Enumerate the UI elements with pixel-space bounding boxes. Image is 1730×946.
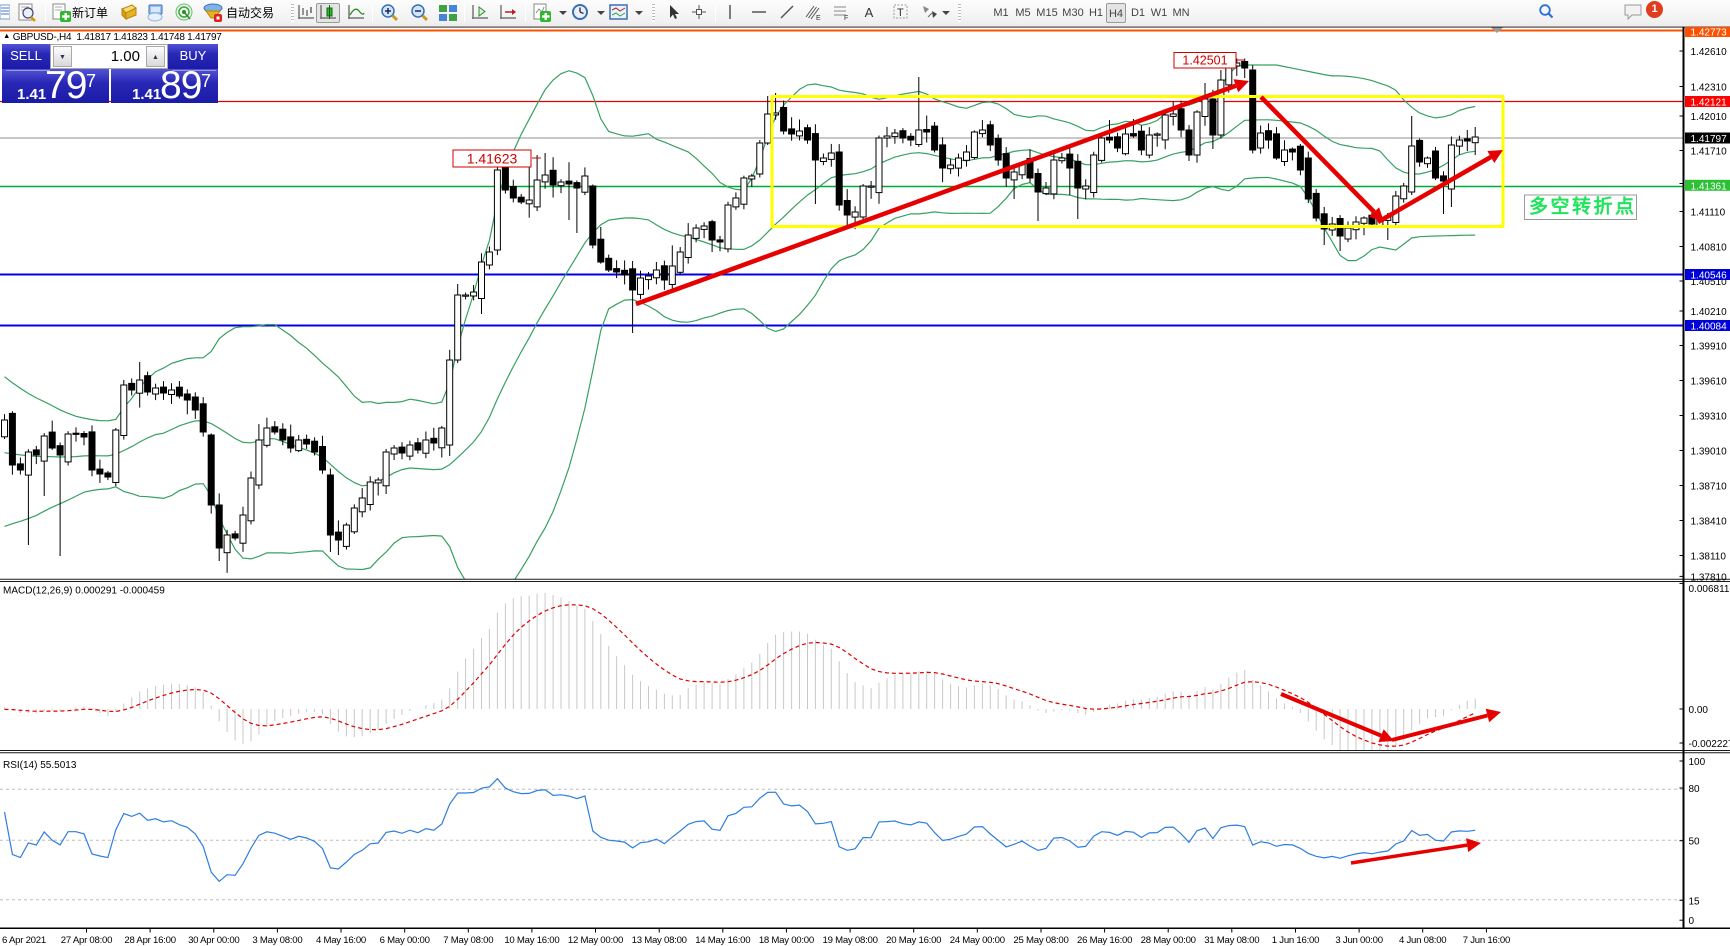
svg-text:1.38710: 1.38710 <box>1691 482 1728 493</box>
svg-text:25 May 08:00: 25 May 08:00 <box>1013 935 1068 946</box>
svg-text:F: F <box>844 15 848 22</box>
svg-text:1 Jun 16:00: 1 Jun 16:00 <box>1272 935 1319 946</box>
svg-text:26 May 16:00: 26 May 16:00 <box>1077 935 1132 946</box>
svg-text:20 May 16:00: 20 May 16:00 <box>886 935 941 946</box>
svg-text:19 May 08:00: 19 May 08:00 <box>823 935 878 946</box>
svg-text:1.38410: 1.38410 <box>1691 517 1728 528</box>
svg-text:1.39910: 1.39910 <box>1691 342 1728 353</box>
svg-text:4 May 16:00: 4 May 16:00 <box>316 935 366 946</box>
svg-text:1.38110: 1.38110 <box>1691 552 1727 563</box>
svg-text:1.41710: 1.41710 <box>1691 147 1728 158</box>
svg-text:1.42610: 1.42610 <box>1691 47 1728 58</box>
svg-text:100: 100 <box>1689 757 1706 768</box>
svg-text:50: 50 <box>1689 837 1701 848</box>
svg-text:MACD(12,26,9) 0.000291 -0.0004: MACD(12,26,9) 0.000291 -0.000459 <box>3 586 165 597</box>
svg-text:多空转折点: 多空转折点 <box>1529 195 1637 218</box>
svg-text:1.42121: 1.42121 <box>1691 98 1728 109</box>
svg-text:28 May 00:00: 28 May 00:00 <box>1141 935 1196 946</box>
svg-text:3 May 08:00: 3 May 08:00 <box>252 935 302 946</box>
svg-text:14 May 16:00: 14 May 16:00 <box>695 935 750 946</box>
svg-text:RSI(14) 55.5013: RSI(14) 55.5013 <box>3 760 77 771</box>
svg-text:24 May 00:00: 24 May 00:00 <box>950 935 1005 946</box>
svg-text:1.40084: 1.40084 <box>1691 322 1728 333</box>
svg-text:1.42010: 1.42010 <box>1691 112 1728 123</box>
svg-text:-0.002227: -0.002227 <box>1689 739 1730 750</box>
svg-text:1.40510: 1.40510 <box>1691 277 1728 288</box>
svg-text:18 May 00:00: 18 May 00:00 <box>759 935 814 946</box>
svg-text:1.39310: 1.39310 <box>1691 412 1728 423</box>
svg-text:E: E <box>816 15 821 22</box>
svg-text:6 Apr 2021: 6 Apr 2021 <box>2 935 46 946</box>
svg-text:1.42310: 1.42310 <box>1691 83 1728 94</box>
svg-text:1.39010: 1.39010 <box>1691 447 1728 458</box>
svg-text:27 Apr 08:00: 27 Apr 08:00 <box>61 935 112 946</box>
svg-text:7 Jun 16:00: 7 Jun 16:00 <box>1463 935 1510 946</box>
svg-text:10 May 16:00: 10 May 16:00 <box>504 935 559 946</box>
svg-text:1.39610: 1.39610 <box>1691 377 1728 388</box>
svg-text:1.41110: 1.41110 <box>1691 208 1726 219</box>
svg-text:1.41623: 1.41623 <box>467 151 518 167</box>
svg-text:0.006811: 0.006811 <box>1689 584 1730 595</box>
svg-text:0: 0 <box>1689 916 1695 927</box>
svg-text:6 May 00:00: 6 May 00:00 <box>380 935 430 946</box>
svg-text:28 Apr 16:00: 28 Apr 16:00 <box>124 935 175 946</box>
svg-text:1.40810: 1.40810 <box>1691 243 1728 254</box>
svg-text:1.40546: 1.40546 <box>1691 271 1728 282</box>
svg-text:1.40210: 1.40210 <box>1691 307 1728 318</box>
svg-text:4 Jun 08:00: 4 Jun 08:00 <box>1399 935 1446 946</box>
svg-text:0.00: 0.00 <box>1689 705 1709 716</box>
svg-text:1.42501: 1.42501 <box>1182 54 1227 68</box>
svg-text:1.41361: 1.41361 <box>1691 181 1728 192</box>
svg-text:31 May 08:00: 31 May 08:00 <box>1204 935 1259 946</box>
svg-text:1.42773: 1.42773 <box>1691 28 1728 39</box>
svg-text:1.41797: 1.41797 <box>1691 134 1728 145</box>
svg-text:80: 80 <box>1689 784 1701 795</box>
svg-text:3 Jun 00:00: 3 Jun 00:00 <box>1335 935 1382 946</box>
svg-text:12 May 00:00: 12 May 00:00 <box>568 935 623 946</box>
svg-text:30 Apr 00:00: 30 Apr 00:00 <box>188 935 239 946</box>
svg-text:15: 15 <box>1689 896 1701 907</box>
svg-text:7 May 08:00: 7 May 08:00 <box>443 935 493 946</box>
svg-text:T: T <box>897 7 904 19</box>
svg-text:1.37810: 1.37810 <box>1691 572 1728 583</box>
svg-text:13 May 08:00: 13 May 08:00 <box>632 935 687 946</box>
